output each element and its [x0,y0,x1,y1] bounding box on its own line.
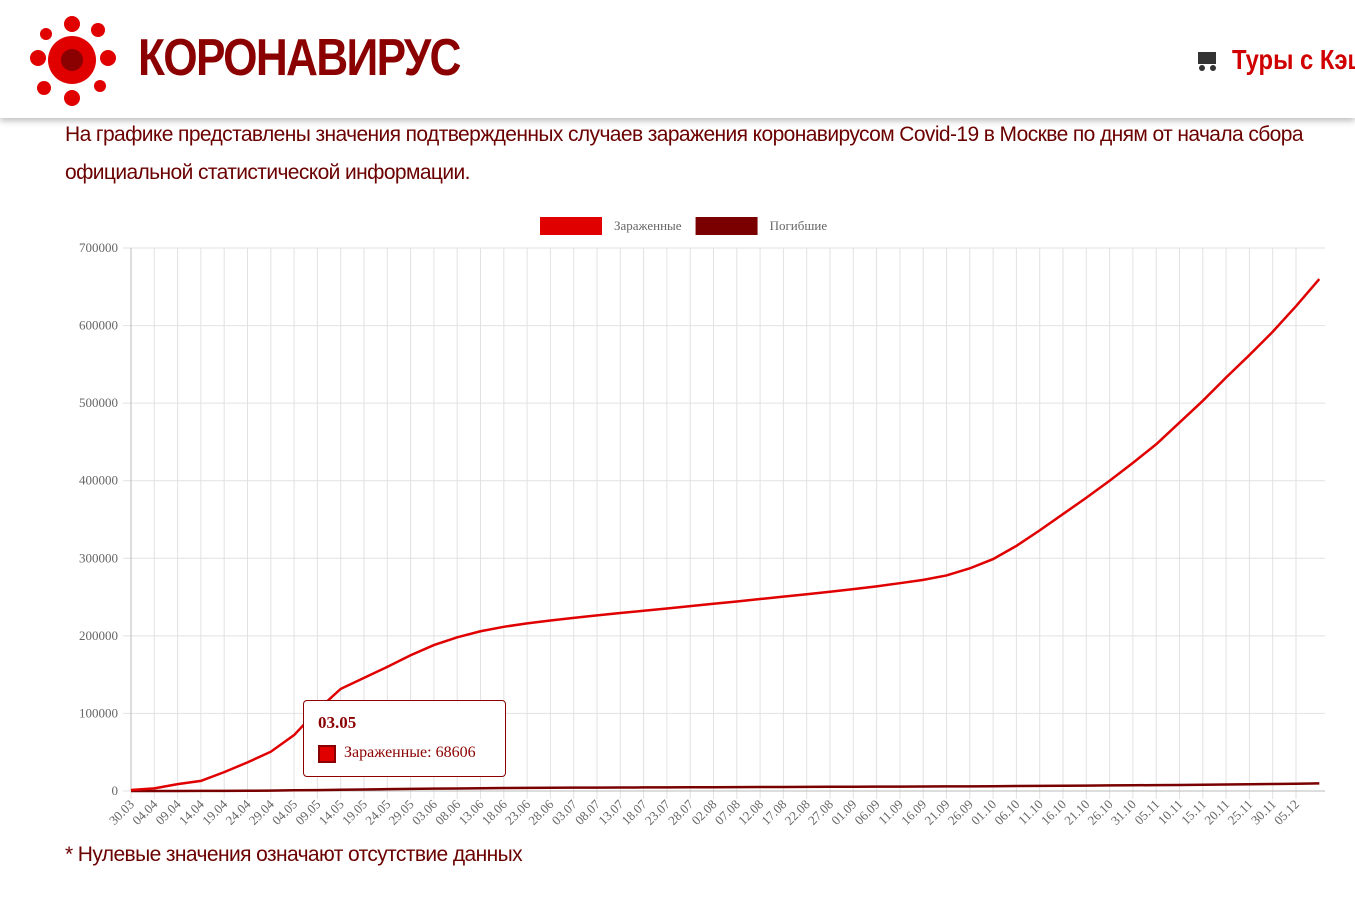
x-tick-label: 14.05 [316,797,347,828]
tooltip: 03.05 Зараженные: 68606 [303,700,506,777]
x-tick-label: 31.10 [1108,797,1139,828]
x-tick-label: 13.07 [595,796,627,828]
logo[interactable] [22,8,132,118]
x-tick-label: 28.07 [665,796,697,828]
x-tick-label: 28.06 [525,796,557,828]
x-tick-label: 23.06 [502,796,534,828]
x-tick-label: 25.11 [1225,797,1256,828]
x-tick-label: 30.03 [106,797,137,828]
x-tick-label: 07.08 [712,797,743,828]
x-tick-label: 06.09 [851,797,882,828]
tooltip-swatch [318,745,336,763]
x-tick-label: 04.04 [129,796,161,828]
x-tick-label: 30.11 [1248,797,1279,828]
tooltip-title: 03.05 [318,713,357,732]
site-title[interactable]: КОРОНАВИРУС [138,29,461,87]
x-tick-label: 03.06 [409,796,441,828]
x-tick-label: 09.05 [292,797,323,828]
x-tick-label: 23.07 [642,796,674,828]
x-tick-label: 16.10 [1038,797,1069,828]
x-tick-label: 21.09 [921,797,952,828]
x-tick-label: 15.11 [1178,797,1209,828]
x-tick-label: 01.09 [828,797,859,828]
x-tick-label: 02.08 [688,797,719,828]
x-tick-label: 12.08 [735,797,766,828]
y-tick-label: 600000 [79,318,118,333]
legend-swatch [695,217,758,235]
x-tick-label: 05.12 [1271,797,1302,828]
x-tick-label: 26.09 [945,797,976,828]
y-tick-label: 500000 [79,395,118,410]
description: На графике представлены значения подтвер… [65,123,1304,184]
x-tick-label: 24.05 [362,797,393,828]
x-tick-label: 19.04 [199,796,231,828]
chart: 0 100000 200000 300000 400000 500000 600000 700… [79,217,1325,828]
x-tick-label: 06.10 [991,797,1022,828]
x-tick-label: 24.04 [222,796,254,828]
footnote: * Нулевые значения означают отсутствие д… [65,843,523,866]
y-tick-label: 400000 [79,473,118,488]
x-tick-label: 21.10 [1061,797,1092,828]
x-tick-label: 20.11 [1201,797,1232,828]
y-tick-label: 100000 [79,705,118,720]
x-tick-label: 08.06 [432,796,464,828]
y-tick-label: 0 [112,783,119,798]
legend-swatch [540,217,602,235]
x-tick-label: 16.09 [898,797,929,828]
series-line [130,278,1321,792]
x-tick-label: 03.07 [549,796,581,828]
x-tick-label: 29.04 [246,796,278,828]
x-tick-label: 18.06 [479,796,511,828]
x-tick-label: 22.08 [782,797,813,828]
y-tick-label: 700000 [79,240,118,255]
x-tick-label: 19.05 [339,797,370,828]
x-tick-label: 09.04 [152,796,184,828]
x-tick-label: 13.06 [455,796,487,828]
x-tick-label: 18.07 [618,796,650,828]
y-tick-label: 200000 [79,628,118,643]
cart-icon[interactable] [1195,46,1221,72]
x-tick-label: 26.10 [1084,797,1115,828]
legend-label: Зараженные [614,218,682,233]
x-tick-label: 29.05 [385,797,416,828]
x-tick-label: 08.07 [572,796,604,828]
nav-link[interactable]: Туры с Кэш [1232,44,1355,75]
tooltip-text: Зараженные: 68606 [344,744,476,761]
x-tick-label: 11.09 [875,797,906,828]
y-tick-label: 300000 [79,550,118,565]
x-tick-label: 01.10 [968,797,999,828]
legend-label: Погибшие [770,218,828,233]
x-tick-label: 11.10 [1015,797,1046,828]
x-tick-label: 05.11 [1131,797,1162,828]
x-tick-label: 14.04 [176,796,208,828]
x-tick-label: 04.05 [269,797,300,828]
x-tick-label: 10.11 [1155,797,1186,828]
series-line [130,782,1320,793]
header: КОРОНАВИРУС Туры с Кэш [0,0,1355,118]
x-tick-label: 17.08 [758,797,789,828]
x-tick-label: 27.08 [805,797,836,828]
